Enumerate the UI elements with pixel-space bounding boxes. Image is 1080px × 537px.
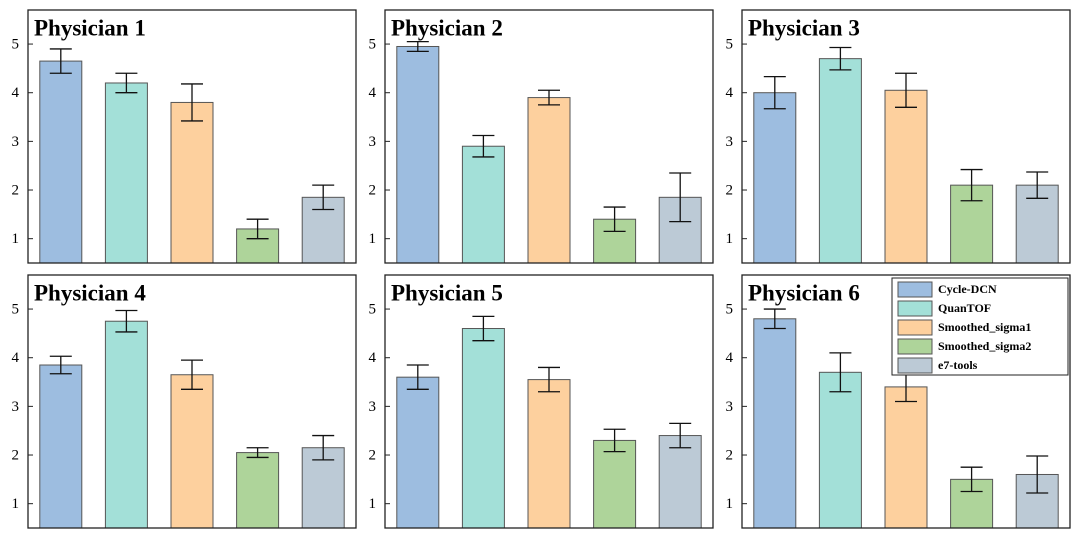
panel-title: Physician 2 — [391, 15, 503, 40]
y-tick-label: 4 — [369, 350, 377, 366]
plot-frame — [27, 9, 357, 264]
plot-frame — [384, 274, 714, 529]
bar — [527, 379, 571, 529]
y-tick-label: 1 — [12, 231, 20, 247]
y-tick-label: 3 — [726, 399, 734, 415]
legend-swatch — [897, 300, 933, 317]
bar — [818, 371, 862, 529]
y-tick-label: 2 — [726, 182, 734, 198]
bar — [818, 58, 862, 264]
bar — [593, 439, 637, 529]
y-tick-label: 3 — [12, 134, 20, 150]
y-tick-label: 4 — [726, 350, 734, 366]
bar — [461, 328, 505, 529]
y-tick-label: 4 — [726, 85, 734, 101]
panel-title: Physician 1 — [34, 15, 146, 40]
bar — [753, 92, 797, 264]
y-tick-label: 5 — [726, 36, 734, 52]
y-tick-label: 3 — [369, 134, 377, 150]
legend-swatch — [897, 319, 933, 336]
plot-frame — [27, 274, 357, 529]
bar — [104, 82, 148, 264]
y-tick-label: 5 — [369, 301, 377, 317]
legend-swatch — [897, 357, 933, 374]
y-tick-label: 3 — [369, 399, 377, 415]
y-tick-label: 1 — [369, 496, 377, 512]
y-tick-label: 2 — [369, 182, 377, 198]
bar — [39, 60, 83, 264]
y-tick-label: 2 — [12, 447, 20, 463]
bar — [170, 101, 214, 264]
legend-label: Smoothed_sigma2 — [938, 339, 1031, 353]
bar — [461, 145, 505, 264]
y-tick-label: 5 — [369, 36, 377, 52]
plot-frame — [384, 9, 714, 264]
y-tick-label: 2 — [726, 447, 734, 463]
bar — [884, 386, 928, 529]
legend-label: Cycle-DCN — [938, 282, 997, 296]
y-tick-label: 5 — [12, 301, 20, 317]
panel-title: Physician 6 — [748, 280, 860, 305]
y-tick-label: 2 — [12, 182, 20, 198]
y-tick-label: 4 — [12, 350, 20, 366]
legend-label: QuanTOF — [938, 301, 991, 315]
panel-title: Physician 5 — [391, 280, 503, 305]
plot-frame — [741, 274, 1071, 529]
legend-label: Smoothed_sigma1 — [938, 320, 1031, 334]
legend-swatch — [897, 338, 933, 355]
y-tick-label: 1 — [12, 496, 20, 512]
y-tick-label: 5 — [726, 301, 734, 317]
bar — [236, 452, 280, 529]
bar — [753, 318, 797, 529]
y-tick-label: 3 — [726, 134, 734, 150]
legend-swatch — [897, 281, 933, 298]
y-tick-label: 3 — [12, 399, 20, 415]
y-tick-label: 1 — [369, 231, 377, 247]
y-tick-label: 1 — [726, 496, 734, 512]
y-tick-label: 5 — [12, 36, 20, 52]
bar — [170, 374, 214, 529]
bar — [396, 45, 440, 264]
panel-title: Physician 4 — [34, 280, 146, 305]
bar — [658, 435, 702, 529]
bar — [884, 89, 928, 264]
panel-title: Physician 3 — [748, 15, 860, 40]
bar — [39, 364, 83, 529]
y-tick-label: 4 — [369, 85, 377, 101]
y-tick-label: 1 — [726, 231, 734, 247]
legend-label: e7-tools — [938, 358, 978, 372]
y-tick-label: 4 — [12, 85, 20, 101]
bar — [396, 376, 440, 529]
plot-frame — [741, 9, 1071, 264]
bar — [301, 447, 345, 529]
bar — [104, 320, 148, 529]
y-tick-label: 2 — [369, 447, 377, 463]
bar — [527, 97, 571, 264]
